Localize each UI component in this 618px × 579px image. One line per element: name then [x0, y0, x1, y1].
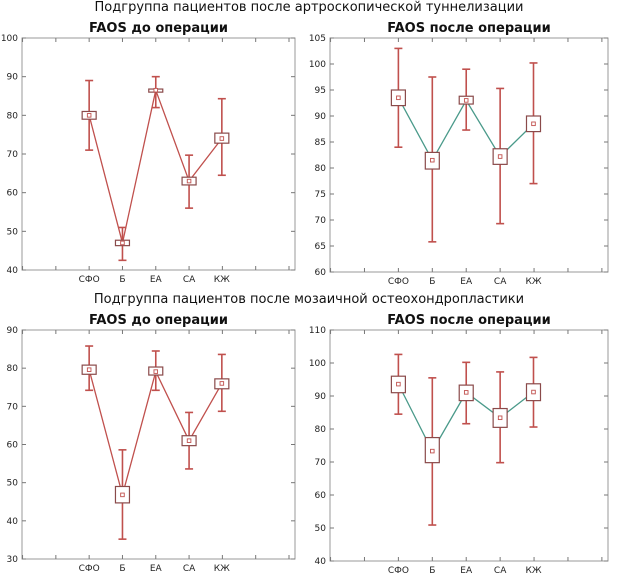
x-tick-label: ЕА	[150, 275, 163, 285]
x-tick-label: СА	[494, 566, 507, 576]
x-tick-label: ЕА	[150, 564, 163, 574]
top-subgroup-heading: Подгруппа пациентов после артроскопическ…	[94, 0, 524, 15]
mean-line	[88, 87, 223, 244]
y-tick-label: 90	[7, 326, 19, 336]
y-tick-label: 85	[315, 138, 326, 148]
x-tick-label: Б	[429, 566, 435, 576]
y-tick-label: 110	[309, 326, 326, 336]
chart-title: FAOS до операции	[89, 313, 228, 328]
chart-top-left: FAOS до операции 40 50 60 70 80 90 100 СФО Б ЕА СА К…	[1, 21, 296, 285]
chart-bottom-left: FAOS до операции 30 40 50 60 70 80 90 СФО Б ЕА СА КЖ	[7, 313, 296, 574]
x-tick-label: СА	[494, 277, 507, 287]
plot-frame	[21, 329, 296, 560]
mean-point	[120, 492, 125, 498]
chart-top-right: FAOS после операции 60 65 70 75 80 85 90 95 100 10…	[309, 21, 609, 287]
y-tick-label: 60	[315, 491, 327, 501]
x-tick-label: КЖ	[525, 277, 541, 287]
mean-point	[153, 369, 159, 374]
y-tick-label: 80	[315, 425, 327, 435]
mean-point	[120, 240, 125, 246]
y-tick-label: 50	[7, 479, 19, 489]
chart-title: FAOS до операции	[89, 21, 228, 36]
mean-point	[463, 98, 469, 103]
y-tick-label: 100	[309, 60, 326, 70]
chart-title: FAOS после операции	[387, 21, 551, 36]
x-tick-label: Б	[429, 277, 435, 287]
plot-frame	[329, 37, 609, 273]
mean-point	[186, 178, 192, 184]
x-tick-label: КЖ	[214, 275, 230, 285]
mean-point	[219, 381, 225, 386]
chart-title: FAOS после операции	[387, 313, 551, 328]
x-tick-label: Б	[119, 275, 125, 285]
y-tick-label: 70	[7, 150, 19, 160]
mean-point	[531, 121, 536, 127]
x-tick-label: ЕА	[460, 566, 473, 576]
y-tick-label: 60	[7, 189, 19, 199]
x-tick-label: СФО	[388, 566, 409, 576]
y-tick-label: 80	[7, 111, 19, 121]
y-tick-label: 70	[315, 458, 327, 468]
y-tick-label: 40	[7, 266, 19, 276]
y-tick-label: 40	[315, 557, 327, 567]
mean-point	[531, 389, 536, 395]
x-tick-label: СФО	[79, 275, 100, 285]
x-tick-label: СА	[183, 564, 196, 574]
x-tick-label: Б	[119, 564, 125, 574]
mean-point	[396, 381, 401, 387]
bottom-subgroup-heading: Подгруппа пациентов после мозаичной осте…	[93, 292, 525, 307]
y-tick-label: 95	[315, 86, 326, 96]
y-tick-label: 70	[7, 402, 19, 412]
mean-point	[430, 448, 435, 454]
mean-point	[497, 154, 503, 159]
y-tick-label: 100	[309, 359, 326, 369]
y-tick-label: 80	[7, 364, 19, 374]
x-tick-label: КЖ	[214, 564, 230, 574]
y-tick-label: 65	[315, 242, 326, 252]
y-tick-label: 30	[7, 555, 19, 565]
plot-frame	[329, 329, 609, 562]
plot-frame	[21, 37, 296, 271]
mean-point	[497, 415, 503, 421]
x-tick-label: СА	[183, 275, 196, 285]
y-tick-label: 60	[315, 268, 327, 278]
y-tick-label: 40	[7, 517, 19, 527]
y-tick-label: 50	[7, 227, 19, 237]
y-tick-label: 90	[315, 392, 327, 402]
mean-point	[153, 87, 159, 93]
y-tick-label: 50	[315, 524, 327, 534]
chart-bottom-right: FAOS после операции 40 50 60 70 80 90 100 110 СФО…	[309, 313, 609, 576]
y-tick-label: 70	[315, 216, 327, 226]
x-tick-label: СФО	[79, 564, 100, 574]
y-tick-label: 105	[309, 34, 326, 44]
mean-point	[463, 390, 469, 395]
mean-point	[396, 95, 401, 101]
y-tick-label: 60	[7, 441, 19, 451]
y-tick-label: 75	[315, 190, 326, 200]
mean-point	[219, 136, 225, 141]
y-tick-label: 80	[315, 164, 327, 174]
y-tick-label: 90	[315, 112, 327, 122]
x-tick-label: СФО	[388, 277, 409, 287]
mean-point	[430, 157, 435, 163]
mean-point	[186, 438, 192, 443]
x-tick-label: КЖ	[525, 566, 541, 576]
y-tick-label: 90	[7, 73, 19, 83]
mean-point	[86, 367, 92, 372]
y-tick-label: 100	[1, 34, 18, 44]
mean-point	[86, 113, 92, 118]
x-tick-label: ЕА	[460, 277, 473, 287]
